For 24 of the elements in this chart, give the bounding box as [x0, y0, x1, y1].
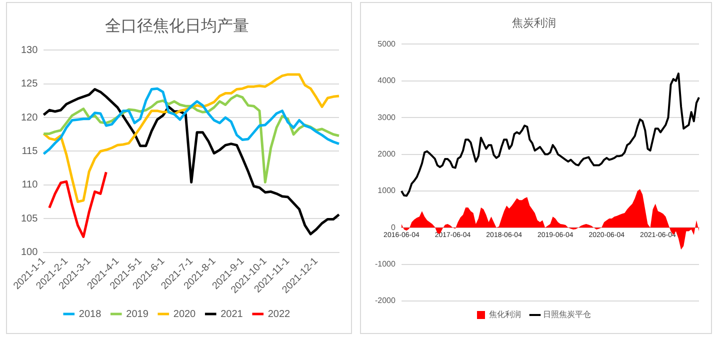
- legend-label: 日照焦炭平仓: [543, 310, 591, 320]
- y-tick-label: 2000: [378, 149, 396, 158]
- legend-label: 焦化利润: [489, 310, 521, 320]
- y-tick-label: 105: [20, 213, 38, 224]
- y-tick-label: 1000: [378, 186, 396, 196]
- y-tick-label: 100: [20, 247, 38, 258]
- y-tick-label: 4000: [378, 76, 396, 86]
- legend-label: 2019: [126, 308, 149, 320]
- y-tick-label: -1000: [374, 260, 396, 269]
- legend-label: 2020: [173, 308, 196, 320]
- chart-title: 全口径焦化日均产量: [105, 17, 249, 36]
- y-tick-label: 120: [20, 112, 38, 124]
- legend-label: 2022: [268, 308, 291, 320]
- y-tick-label: 130: [20, 44, 38, 56]
- y-tick-label: 125: [20, 78, 38, 90]
- y-tick-label: 0: [391, 222, 396, 232]
- legend-label: 2021: [220, 308, 244, 320]
- legend-label: 2018: [78, 308, 102, 320]
- y-tick-label: 115: [22, 146, 38, 157]
- y-tick-label: 110: [22, 180, 38, 191]
- y-tick-label: -2000: [374, 296, 396, 306]
- y-tick-label: 3000: [378, 112, 396, 122]
- y-tick-label: 5000: [378, 39, 396, 48]
- chart-title: 焦炭利润: [512, 16, 556, 30]
